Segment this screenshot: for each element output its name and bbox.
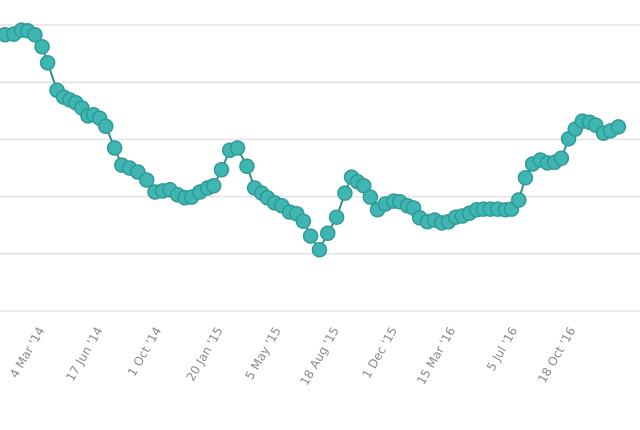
x-tick-label: 15 Mar '16 xyxy=(414,325,458,388)
data-point xyxy=(27,26,43,43)
data-point xyxy=(97,118,114,134)
data-point xyxy=(39,55,56,71)
data-point xyxy=(355,177,372,194)
data-point xyxy=(106,140,123,156)
x-tick-label: 18 Aug '15 xyxy=(297,325,342,388)
x-tick-label: 1 Oct '14 xyxy=(125,325,164,379)
data-point xyxy=(511,192,527,208)
data-point xyxy=(517,169,534,186)
x-tick-label: 1 Dec '15 xyxy=(359,325,400,381)
x-axis-ticks: 4 Mar '14 17 Jun '14 1 Oct '14 20 Jan '15 5 … xyxy=(7,325,578,388)
data-point xyxy=(229,140,246,156)
data-point xyxy=(295,213,312,229)
data-point xyxy=(337,185,353,201)
x-tick-label: 18 Oct '16 xyxy=(535,325,578,386)
data-point xyxy=(239,158,255,175)
data-point xyxy=(311,242,328,258)
x-tick-label: 4 Mar '14 xyxy=(7,325,47,381)
data-point xyxy=(213,161,230,178)
x-tick-label: 20 Jan '15 xyxy=(184,325,226,384)
data-point xyxy=(328,209,345,225)
data-point xyxy=(320,225,336,241)
data-point xyxy=(138,172,155,188)
x-tick-label: 5 May '15 xyxy=(242,325,283,383)
data-point xyxy=(553,150,570,167)
series-group xyxy=(0,22,627,258)
x-tick-label: 5 Jul '16 xyxy=(484,325,520,374)
data-point xyxy=(302,228,319,244)
data-point xyxy=(34,38,50,55)
gridlines xyxy=(0,24,640,312)
data-point xyxy=(205,177,222,194)
data-point xyxy=(362,189,379,205)
data-point xyxy=(610,119,627,135)
x-tick-label: 17 Jun '14 xyxy=(63,325,105,384)
